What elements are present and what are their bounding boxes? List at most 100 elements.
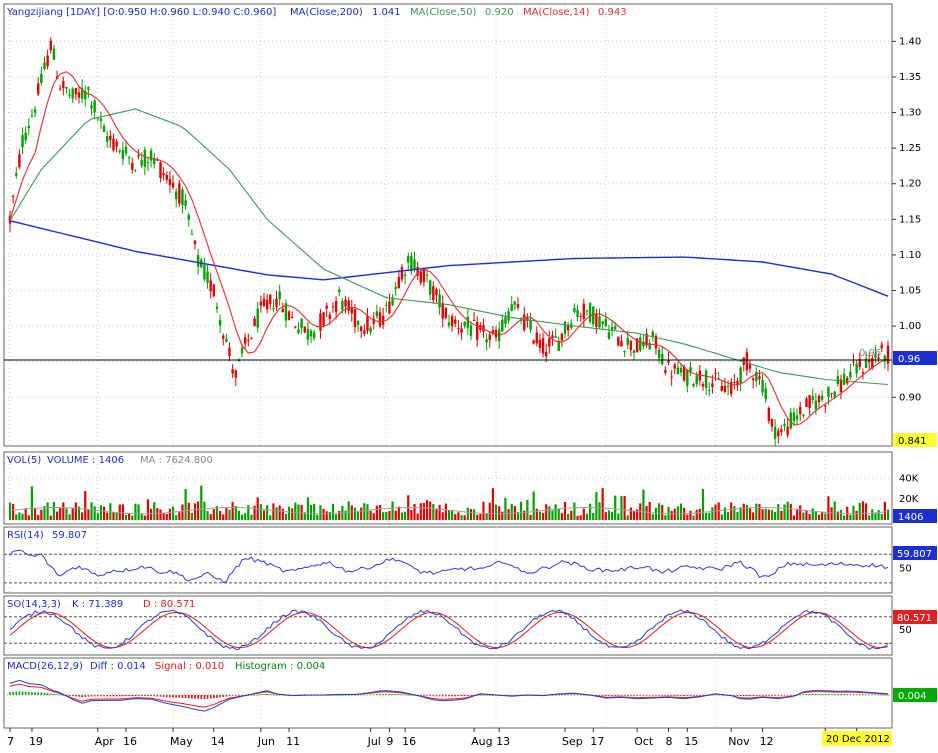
candle-body-127: [407, 256, 410, 263]
candle-body-152: [485, 339, 488, 343]
candle-body-270: [855, 363, 858, 374]
volume-bar-72: [234, 506, 237, 520]
macd-hist-bar-109: [350, 694, 353, 696]
volume-bar-277: [877, 510, 880, 520]
macd-hist-bar-2: [15, 691, 18, 695]
volume-bar-134: [429, 501, 432, 520]
volume-bar-120: [385, 511, 388, 520]
candle-body-10: [40, 73, 43, 84]
volume-bar-137: [438, 504, 441, 520]
volume-bar-239: [758, 504, 761, 520]
candle-body-123: [394, 286, 397, 290]
date-cursor-marker: 20 Dec 2012: [822, 731, 892, 746]
volume-bar-82: [266, 505, 269, 520]
macd-hist-bar-275: [871, 694, 874, 696]
macd-hist-bar-218: [692, 695, 695, 696]
x-tick-label-16: 8: [666, 735, 673, 748]
volume-bar-208: [661, 505, 664, 520]
macd-hist-bar-54: [178, 695, 181, 698]
volume-series: [8, 485, 890, 520]
x-tick-label-0: 7: [7, 735, 14, 748]
candle-body-173: [551, 335, 554, 339]
volume-bar-182: [579, 515, 582, 520]
volume-bar-3: [18, 512, 21, 520]
candle-body-203: [645, 333, 648, 346]
volume-bar-224: [711, 507, 714, 520]
price-tick-label-4: 1.20: [899, 179, 921, 190]
candle-body-204: [648, 343, 651, 350]
volume-bar-237: [752, 512, 755, 520]
macd-hist-bar-26: [90, 695, 93, 697]
macd-hist-bar-60: [197, 695, 199, 699]
candle-body-221: [701, 384, 705, 387]
volume-bar-268: [849, 514, 852, 520]
candle-body-223: [708, 389, 711, 391]
macd-hist-bar-69: [225, 695, 228, 697]
volume-bar-99: [319, 505, 322, 520]
macd-hist-bar-28: [97, 695, 99, 697]
ma200-line: [9, 220, 889, 297]
candle-body-238: [755, 371, 758, 382]
macd-hist-bar-84: [272, 694, 275, 696]
candle-body-172: [548, 338, 551, 347]
candle-body-205: [651, 331, 655, 337]
volume-bar-121: [388, 511, 391, 520]
volume-bar-65: [212, 509, 215, 520]
volume-bar-155: [494, 504, 498, 520]
volume-bar-181: [576, 515, 579, 520]
candle-body-164: [523, 314, 526, 331]
macd-hist-bar-219: [695, 695, 698, 696]
macd-hist-bar-87: [282, 694, 284, 696]
volume-bar-36: [121, 504, 124, 520]
candle-body-166: [529, 320, 532, 330]
x-tick-label-17: 15: [684, 735, 698, 748]
macd-hist-bar-47: [156, 695, 159, 697]
volume-bar-130: [416, 513, 419, 520]
candle-body-30: [102, 126, 106, 132]
volume-bar-0: [8, 502, 12, 520]
macd-hist-bar-256: [811, 693, 814, 695]
volume-bar-163: [520, 501, 523, 520]
volume-bar-1: [12, 504, 15, 520]
volume-bar-33: [112, 512, 115, 520]
volume-bar-97: [313, 503, 316, 520]
macd-hist-bar-261: [827, 693, 830, 695]
candle-body-249: [789, 412, 792, 429]
candle-body-186: [592, 306, 595, 325]
candle-body-141: [450, 315, 454, 327]
volume-bar-157: [501, 511, 504, 520]
candle-body-147: [469, 325, 473, 336]
candle-body-170: [541, 337, 545, 354]
volume-bar-202: [642, 489, 645, 520]
macd-panel: [3, 657, 893, 729]
macd-hist-bar-8: [34, 692, 36, 695]
macd-hist-bar-257: [815, 693, 817, 695]
candle-body-187: [595, 313, 598, 327]
volume-bar-146: [466, 507, 469, 520]
macd-hist-bar-24: [84, 695, 87, 697]
candle-body-68: [222, 335, 225, 339]
candle-body-167: [532, 340, 535, 344]
volume-bar-43: [143, 515, 146, 520]
volume-bar-229: [726, 511, 730, 520]
macd-hist-bar-152: [485, 694, 488, 696]
volume-bar-232: [736, 511, 739, 520]
candle-body-241: [764, 388, 767, 400]
macd-hist-bar-14: [53, 693, 55, 695]
candle-body-71: [231, 369, 234, 374]
volume-bar-214: [679, 503, 683, 520]
volume-bar-145: [463, 515, 466, 520]
candle-body-29: [99, 118, 103, 121]
candle-body-86: [278, 291, 281, 300]
macd-hist-bar-234: [742, 695, 745, 696]
macd-signal: Signal : 0.010: [155, 661, 224, 672]
macd-hist-bar-15: [56, 694, 58, 695]
macd-hist-bar-263: [833, 694, 836, 695]
volume-bar-56: [184, 489, 187, 520]
candle-body-206: [654, 335, 658, 349]
volume-bar-60: [197, 501, 200, 520]
volume-bar-81: [262, 510, 266, 520]
volume-bar-24: [84, 491, 87, 520]
volume-bar-173: [551, 510, 554, 520]
volume-bar-274: [868, 515, 871, 520]
